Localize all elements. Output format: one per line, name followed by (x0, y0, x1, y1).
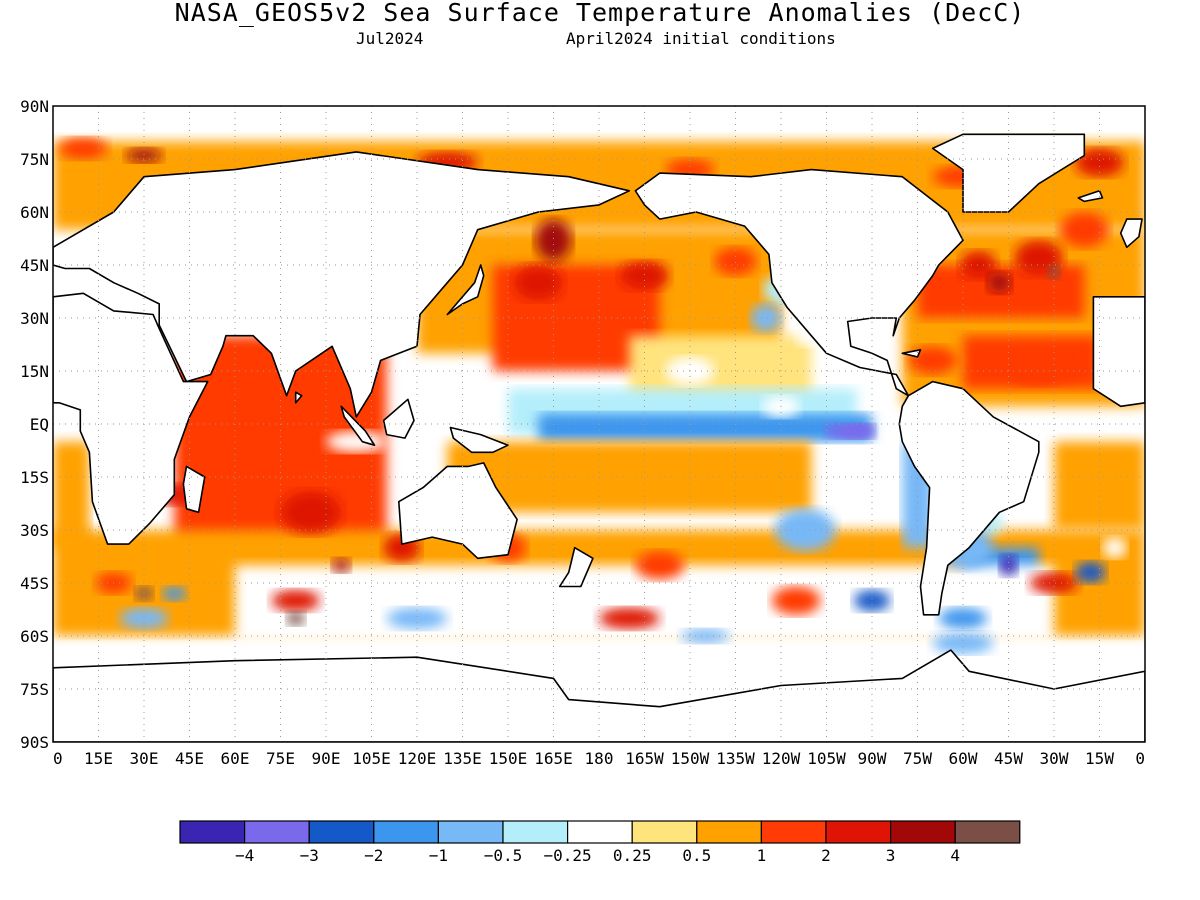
lon-tick-label: 75E (266, 749, 295, 768)
legend-swatch (244, 820, 310, 844)
legend-label: −0.5 (484, 846, 523, 865)
graticule (53, 106, 1145, 742)
lon-tick-label: 15E (84, 749, 113, 768)
lat-tick-label: 45N (20, 256, 49, 275)
legend-label: 3 (886, 846, 896, 865)
lat-tick-label: 75S (20, 680, 49, 699)
legend-swatch (308, 820, 375, 844)
initial-conditions: April2024 initial conditions (566, 29, 836, 48)
lat-tick-label: EQ (30, 415, 49, 434)
lat-tick-label: 75N (20, 150, 49, 169)
lon-tick-label: 75W (903, 749, 932, 768)
lon-tick-label: 45E (175, 749, 204, 768)
legend-swatch (373, 820, 439, 844)
lon-tick-label: 150E (489, 749, 528, 768)
legend-swatch (437, 820, 504, 844)
legend-swatch (566, 820, 633, 844)
lat-tick-label: 15S (20, 468, 49, 487)
legend-label: 1 (757, 846, 767, 865)
legend-swatch (696, 820, 762, 844)
lat-tick-label: 30S (20, 521, 49, 540)
legend-label: −3 (300, 846, 319, 865)
lon-tick-label: 105W (807, 749, 846, 768)
lat-tick-label: 30N (20, 309, 49, 328)
lat-tick-label: 45S (20, 574, 49, 593)
lon-tick-label: 30E (130, 749, 159, 768)
lat-tick-label: 90S (20, 733, 49, 752)
lon-tick-label: 0 (1135, 749, 1145, 768)
lon-tick-label: 150W (671, 749, 710, 768)
continents (53, 133, 1145, 742)
map-title: NASA_GEOS5v2 Sea Surface Temperature Ano… (174, 0, 1026, 27)
lon-tick-label: 60E (221, 749, 250, 768)
lat-tick-label: 90N (20, 97, 49, 116)
legend-swatch (631, 820, 698, 844)
lat-tick-label: 15N (20, 362, 49, 381)
legend-label: −0.25 (544, 846, 592, 865)
lon-tick-label: 15W (1085, 749, 1114, 768)
lon-tick-label: 60W (949, 749, 978, 768)
legend-label: 2 (821, 846, 831, 865)
legend-label: 4 (950, 846, 960, 865)
lon-tick-label: 90W (858, 749, 887, 768)
lon-tick-label: 105E (352, 749, 391, 768)
lon-tick-label: 90E (312, 749, 341, 768)
lon-tick-label: 45W (994, 749, 1023, 768)
legend-swatch (954, 820, 1021, 844)
lon-tick-label: 120E (398, 749, 437, 768)
lon-tick-label: 135W (716, 749, 755, 768)
legend-label: −4 (235, 846, 254, 865)
lon-tick-label: 165W (625, 749, 664, 768)
lon-tick-label: 180 (585, 749, 614, 768)
legend-label: −1 (429, 846, 448, 865)
legend-swatch (179, 820, 246, 844)
lon-tick-label: 30W (1040, 749, 1069, 768)
lon-tick-label: 135E (443, 749, 482, 768)
legend-swatch (825, 820, 892, 844)
legend-swatch (760, 820, 827, 844)
legend-label: −2 (364, 846, 383, 865)
longitude-labels: 0 15E 30E 45E 60E 75E 90E 105E 120E 135E 150E 165E 1… (53, 749, 1145, 768)
latitude-labels: 90N 75N 60N 45N 30N 15N EQ 15S 30S 45S 60S 75S 90S (20, 97, 49, 752)
lon-tick-label: 0 (53, 749, 63, 768)
legend-label: 0.5 (682, 846, 711, 865)
lon-tick-label: 120W (762, 749, 801, 768)
lat-tick-label: 60N (20, 203, 49, 222)
lat-tick-label: 60S (20, 627, 49, 646)
lon-tick-label: 165E (534, 749, 573, 768)
color-legend: −4 −3 −2 −1 −0.5 −0.25 0.25 0.5 1 2 3 4 (179, 820, 1021, 865)
legend-swatch (889, 820, 956, 844)
legend-label: 0.25 (613, 846, 652, 865)
forecast-month: Jul2024 (356, 29, 424, 48)
map-frame (52, 105, 1146, 743)
legend-swatch (502, 820, 569, 844)
